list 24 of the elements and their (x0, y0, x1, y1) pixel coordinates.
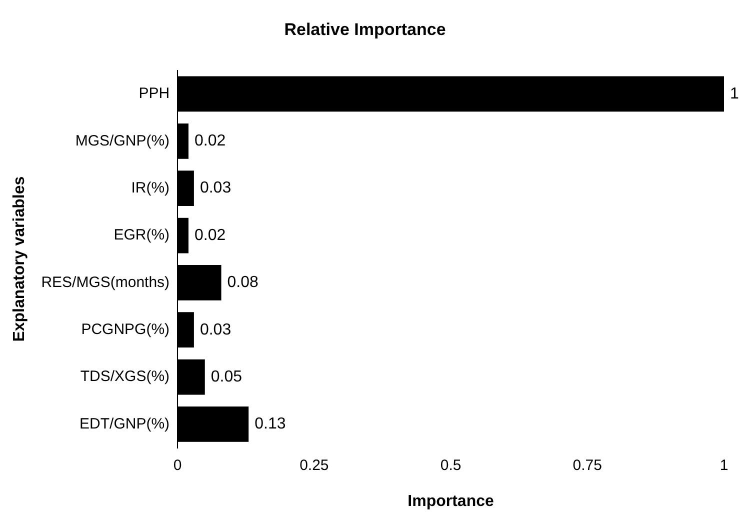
data-label: 1 (730, 85, 739, 102)
y-tick-label: RES/MGS(months) (41, 274, 170, 291)
chart-title: Relative Importance (284, 20, 446, 39)
data-label: 0.02 (194, 226, 226, 244)
y-tick-label: PCGNPG(%) (81, 321, 170, 338)
y-axis-title: Explanatory variables (11, 176, 28, 342)
data-label: 0.03 (200, 321, 232, 338)
y-tick-label: EGR(%) (114, 226, 170, 244)
y-tick-label: TDS/XGS(%) (80, 368, 170, 386)
y-tick-label: MGS/GNP(%) (75, 132, 170, 150)
x-tick-label: 0 (173, 456, 182, 474)
data-label: 0.08 (227, 274, 259, 292)
y-tick-label: IR(%) (131, 179, 170, 196)
data-label: 0.03 (200, 180, 232, 197)
x-axis-title: Importance (408, 492, 494, 510)
y-tick-label: PPH (138, 85, 170, 102)
y-tick-label: EDT/GNP(%) (80, 415, 170, 432)
x-tick-label: 0.75 (572, 456, 602, 474)
data-label: 0.02 (194, 132, 226, 150)
x-tick-label: 0.5 (440, 456, 462, 474)
data-label: 0.05 (210, 368, 242, 386)
data-label: 0.13 (254, 416, 286, 433)
x-tick-label: 1 (720, 456, 728, 474)
x-tick-label: 0.25 (300, 456, 329, 474)
